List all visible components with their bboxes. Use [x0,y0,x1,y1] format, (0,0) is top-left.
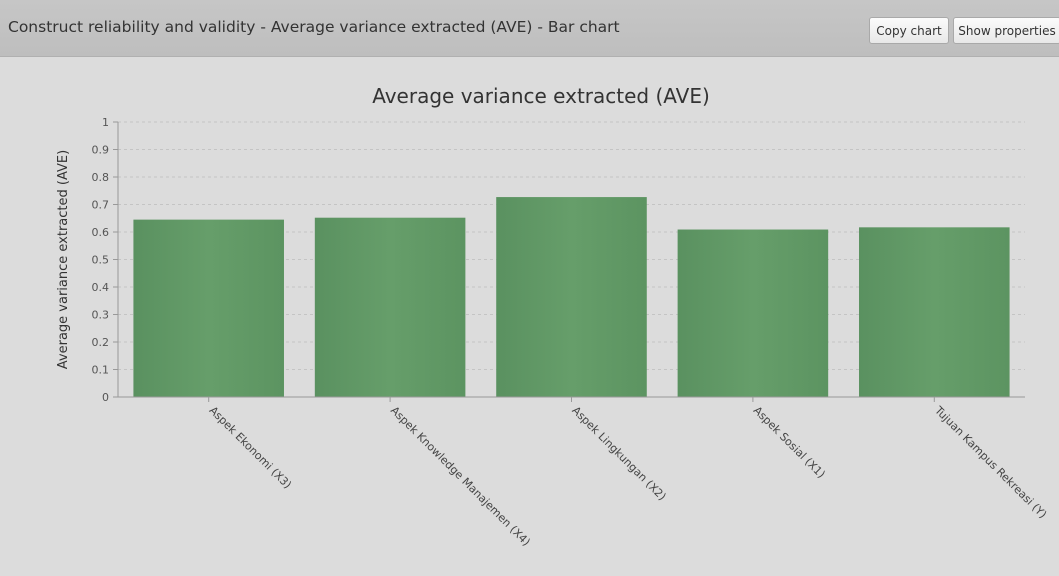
x-tick-label: Aspek Ekonomi (X3) [207,404,294,491]
y-tick-label: 0.5 [92,254,110,267]
show-properties-button[interactable]: Show properties [953,17,1059,44]
bar [133,219,284,397]
x-tick-label: Aspek Sosial (X1) [751,404,828,481]
x-tick-label: Tujuan Kampus Rekreasi (Y) [931,403,1049,521]
y-tick-label: 0.2 [92,336,110,349]
y-tick-label: 0 [102,391,109,404]
chart-title: Average variance extracted (AVE) [372,84,710,108]
y-tick-label: 0.3 [92,309,110,322]
bar [859,227,1010,397]
bar [314,217,466,397]
x-tick-label: Aspek Lingkungan (X2) [569,404,668,503]
y-tick-label: 0.4 [92,281,110,294]
x-tick-label: Aspek Knowledge Manajemen (X4) [388,404,533,549]
y-tick-label: 0.6 [92,226,110,239]
y-tick-label: 0.8 [92,171,110,184]
bars [133,197,1010,397]
bar [496,197,647,397]
window-title: Construct reliability and validity - Ave… [8,18,620,36]
y-axis-label: Average variance extracted (AVE) [56,150,71,369]
copy-chart-button[interactable]: Copy chart [869,17,949,44]
bar [677,229,829,397]
y-tick-label: 0.7 [92,199,110,212]
bar-chart: 0 0.1 0.2 0.3 0.4 0.5 0.6 0.7 0.8 0.9 1 Aspek Ekono… [56,84,1049,549]
window-header: Construct reliability and validity - Ave… [0,0,1059,57]
y-tick-label: 0.9 [92,144,110,157]
y-tick-label: 1 [102,116,109,129]
y-tick-label: 0.1 [92,364,110,377]
